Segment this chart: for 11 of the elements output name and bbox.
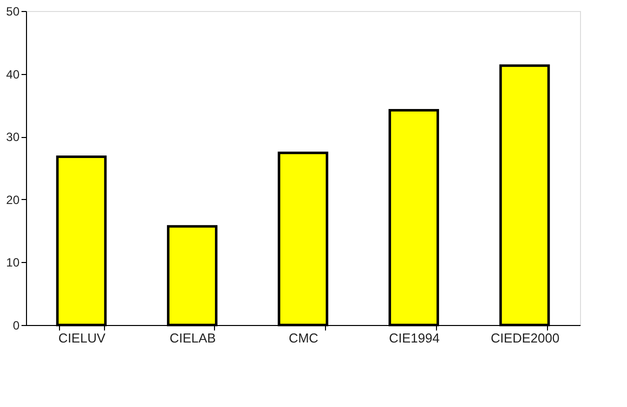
x-tick-label: CIELUV <box>58 330 106 346</box>
y-tick-label: 20 <box>6 192 20 207</box>
y-tick-label: 30 <box>6 130 20 144</box>
x-tick-label: CMC <box>288 330 318 346</box>
x-tick-label: CIEDE2000 <box>490 330 560 346</box>
y-tick-label: 0 <box>12 318 20 332</box>
x-tick-label: CIE1994 <box>389 330 440 346</box>
y-tick-label: 40 <box>6 67 20 82</box>
y-tick-label: 50 <box>6 4 20 18</box>
x-tick-label: CIELAB <box>170 330 216 346</box>
y-tick-label: 10 <box>6 256 20 270</box>
